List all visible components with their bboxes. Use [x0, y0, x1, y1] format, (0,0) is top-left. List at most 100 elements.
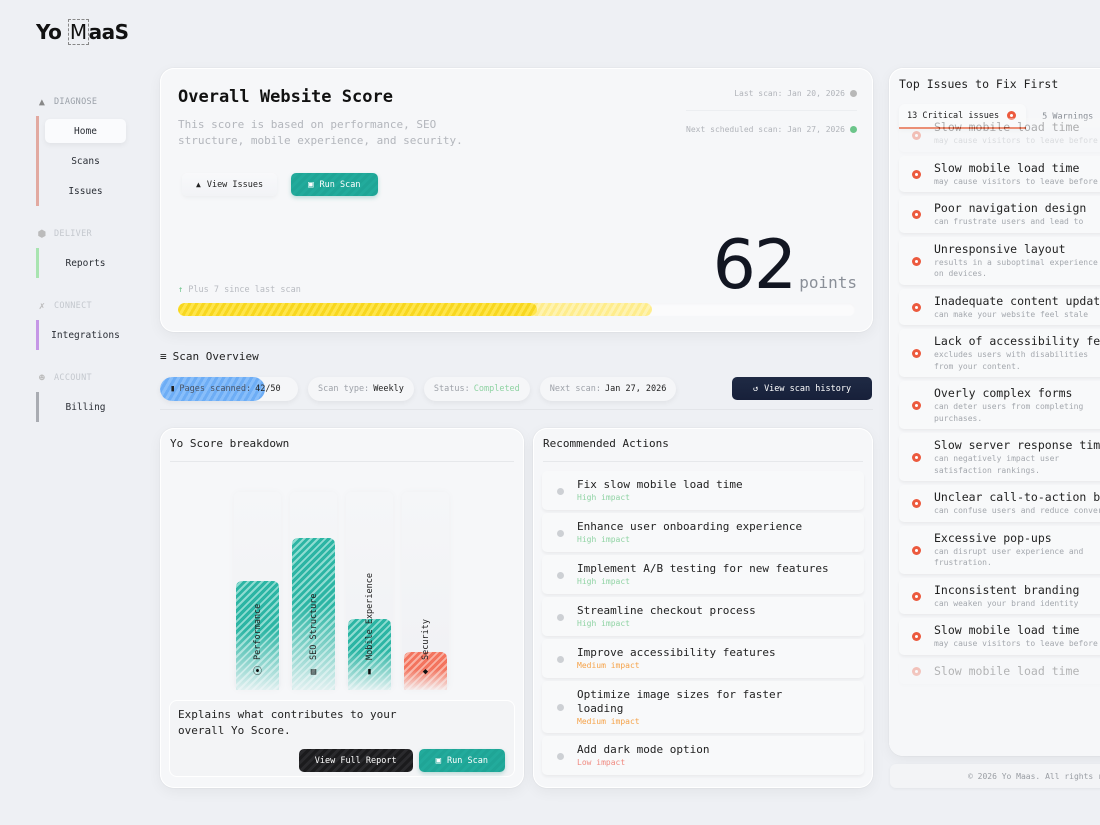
error-icon — [912, 499, 921, 509]
error-icon — [912, 591, 921, 601]
nav-group-account: ☻ ACCOUNT Billing — [36, 370, 136, 422]
score-progress-bar — [178, 303, 855, 316]
bullet-icon — [557, 752, 564, 760]
bullet-icon — [557, 487, 564, 495]
tab-critical-issues[interactable]: 13 Critical issues — [899, 104, 1027, 129]
error-icon — [912, 130, 921, 140]
sidebar: ▲ DIAGNOSE Home Scans Issues ⬢ DELIVER Rep… — [36, 94, 136, 442]
divider — [160, 409, 873, 410]
recommended-actions-card: Recommended Actions Fix slow mobile load… — [533, 428, 873, 788]
score-description: This score is based on performance, SEO … — [178, 118, 463, 147]
sidebar-item-reports[interactable]: Reports — [65, 257, 106, 269]
footer: © 2026 Yo Maas. All rights reserved. — [890, 764, 1100, 788]
breakdown-description: Explains what contributes to your overal… — [178, 708, 397, 737]
bullet-icon — [557, 655, 564, 663]
list-item[interactable]: Improve accessibility features Medium imp… — [542, 639, 864, 678]
error-icon — [912, 632, 921, 642]
nav-group-diagnose: ▲ DIAGNOSE Home Scans Issues — [36, 94, 136, 206]
error-icon — [912, 401, 921, 410]
list-item[interactable]: Implement A/B testing for new features Hi… — [542, 555, 864, 594]
view-issues-button[interactable]: ▲ View Issues — [182, 173, 278, 196]
error-icon — [912, 302, 921, 312]
user-list-icon: ☻ — [38, 372, 46, 384]
run-scan-button[interactable]: ▣ Run Scan — [291, 173, 378, 196]
plug-icon: ✗ — [38, 300, 46, 312]
error-icon — [912, 169, 921, 179]
list-item[interactable]: Slow mobile load time may cause visitors … — [899, 118, 1100, 152]
spy-icon: ▲ — [38, 96, 46, 108]
list-item[interactable]: Slow server response time can negatively … — [899, 433, 1100, 481]
error-icon — [1007, 111, 1017, 120]
issues-list: Slow mobile load time may cause visitors … — [899, 118, 1100, 688]
next-scan-chip: Next scan: Jan 27, 2026 — [539, 377, 677, 401]
nav-group-deliver: ⬢ DELIVER Reports — [36, 226, 136, 278]
bullet-icon — [557, 704, 564, 711]
view-full-report-button[interactable]: View Full Report — [298, 749, 413, 772]
scan-overview-title: ≡ Scan Overview — [160, 350, 259, 363]
page-icon: ▮ — [170, 384, 176, 394]
breakdown-title: Yo Score breakdown — [170, 437, 290, 450]
bar-performance[interactable]: Performance ⦿ — [234, 492, 281, 690]
score-delta: ↑ Plus 7 since last scan — [178, 285, 301, 295]
status-dot-icon — [850, 126, 857, 133]
sidebar-item-home[interactable]: Home — [45, 119, 126, 143]
list-item[interactable]: Excessive pop-ups can disrupt user experi… — [899, 525, 1100, 574]
error-icon — [912, 545, 921, 555]
list-item[interactable]: Slow mobile load time may cause visitors … — [899, 155, 1100, 192]
bullet-icon — [557, 529, 564, 537]
tab-warnings[interactable]: 5 Warnings — [1042, 111, 1094, 122]
recommended-title: Recommended Actions — [543, 437, 669, 450]
scan-icon: ▣ — [435, 755, 442, 766]
scan-type-chip: Scan type: Weekly — [308, 377, 414, 401]
flag-icon: ▲ — [196, 180, 201, 189]
list-item[interactable]: Poor navigation design can frustrate user… — [899, 196, 1100, 233]
shield-icon: ◆ — [422, 667, 429, 677]
error-icon — [912, 256, 921, 266]
list-item[interactable]: Streamline checkout process High impact — [542, 597, 864, 636]
bar-mobile-experience[interactable]: Mobile Experience ▮ — [346, 492, 393, 690]
nav-group-connect: ✗ CONNECT Integrations — [36, 298, 136, 350]
list-item[interactable]: Enhance user onboarding experience High i… — [542, 513, 864, 552]
list-item[interactable]: Inadequate content updates can make your … — [899, 288, 1100, 325]
bullet-icon — [557, 571, 564, 579]
list-icon: ≡ — [160, 350, 167, 363]
status-chip: Status: Completed — [423, 377, 530, 401]
next-scheduled-scan: Next scheduled scan: Jan 27, 2026 — [686, 110, 857, 136]
gauge-icon: ⦿ — [252, 667, 263, 677]
error-icon — [912, 210, 921, 220]
score-value: 62 points — [712, 226, 857, 305]
sidebar-item-integrations[interactable]: Integrations — [51, 329, 120, 341]
overall-score-card: Overall Website Score This score is base… — [160, 68, 873, 332]
scan-overview-chips: ▮ Pages scanned: 42/50 Scan type: Weekly … — [160, 377, 677, 401]
score-breakdown-card: Yo Score breakdown Performance ⦿ SEO Str… — [160, 428, 524, 788]
list-item[interactable]: Inconsistent branding can weaken your bra… — [899, 577, 1100, 614]
top-issues-card: Top Issues to Fix First 13 Critical issu… — [889, 68, 1100, 756]
bullet-icon — [557, 613, 564, 621]
bar-seo-structure[interactable]: SEO Structure ▤ — [290, 492, 337, 690]
view-scan-history-button[interactable]: ↺ View scan history — [732, 377, 872, 400]
run-scan-button-secondary[interactable]: ▣ Run Scan — [418, 749, 505, 772]
sidebar-item-billing[interactable]: Billing — [65, 401, 106, 413]
list-item[interactable]: Fix slow mobile load time High impact — [542, 471, 864, 510]
list-item[interactable]: Lack of accessibility featuresexcludes u… — [899, 329, 1100, 377]
list-item[interactable]: Add dark mode option Low impact — [542, 736, 864, 775]
status-dot-icon — [850, 89, 857, 97]
bar-security[interactable]: Security ◆ — [402, 492, 449, 690]
sidebar-item-scans[interactable]: Scans — [71, 155, 100, 167]
error-icon — [912, 453, 921, 462]
sidebar-item-issues[interactable]: Issues — [68, 185, 103, 197]
mobile-icon: ▮ — [366, 667, 373, 677]
list-item[interactable]: Optimize image sizes for faster loading M… — [542, 681, 864, 733]
list-item[interactable]: Slow mobile load time may cause visitors … — [899, 618, 1100, 655]
scan-icon: ▣ — [308, 179, 314, 190]
list-item[interactable]: Overly complex forms can deter users from… — [899, 381, 1100, 429]
history-icon: ↺ — [752, 383, 759, 394]
last-scan: Last scan: Jan 20, 2026 — [686, 86, 857, 100]
score-title: Overall Website Score — [178, 87, 393, 107]
box-icon: ⬢ — [37, 228, 47, 240]
error-icon — [912, 349, 921, 358]
pages-scanned-chip: ▮ Pages scanned: 42/50 — [160, 377, 298, 401]
list-item[interactable]: Unclear call-to-action buttonscan confus… — [899, 485, 1100, 522]
list-item[interactable]: Unresponsive layout results in a suboptim… — [899, 236, 1100, 285]
